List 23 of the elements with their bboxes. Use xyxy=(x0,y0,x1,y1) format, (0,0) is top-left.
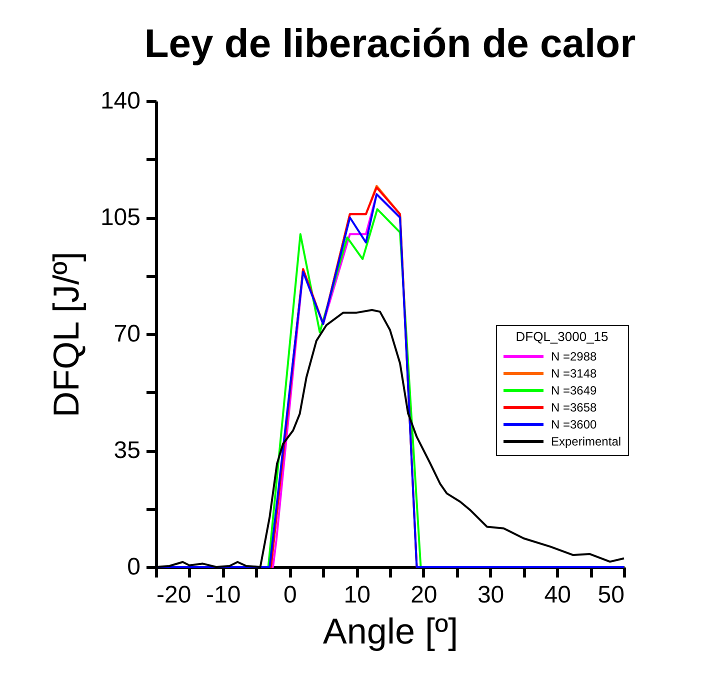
y-tick-label: 105 xyxy=(100,204,140,231)
legend-label: N =2988 xyxy=(551,350,598,364)
legend-label: Experimental xyxy=(551,434,622,448)
x-tick-label: -10 xyxy=(206,582,241,608)
x-tick-label: 30 xyxy=(477,582,504,608)
y-tick-label: 140 xyxy=(100,88,140,114)
legend-label: N =3148 xyxy=(551,366,598,380)
y-axis-title: DFQL [J/º] xyxy=(45,252,86,418)
x-tick-label: 50 xyxy=(598,582,624,608)
x-tick-label: 40 xyxy=(544,582,571,608)
x-axis-title: Angle [º] xyxy=(322,610,458,652)
x-tick-label: -20 xyxy=(156,582,192,608)
legend-label: N =3658 xyxy=(551,400,598,414)
chart-title: Ley de liberación de calor xyxy=(144,22,636,66)
legend-title: DFQL_3000_15 xyxy=(516,329,608,344)
legend-label: N =3600 xyxy=(551,418,598,432)
x-tick-label: 0 xyxy=(284,582,297,608)
x-tick-label: 10 xyxy=(344,582,370,608)
x-tick-label: 20 xyxy=(410,582,438,608)
y-tick-label: 35 xyxy=(114,437,140,464)
y-tick-label: 0 xyxy=(127,554,140,580)
legend-label: N =3649 xyxy=(551,384,598,398)
y-tick-label: 70 xyxy=(114,320,140,348)
